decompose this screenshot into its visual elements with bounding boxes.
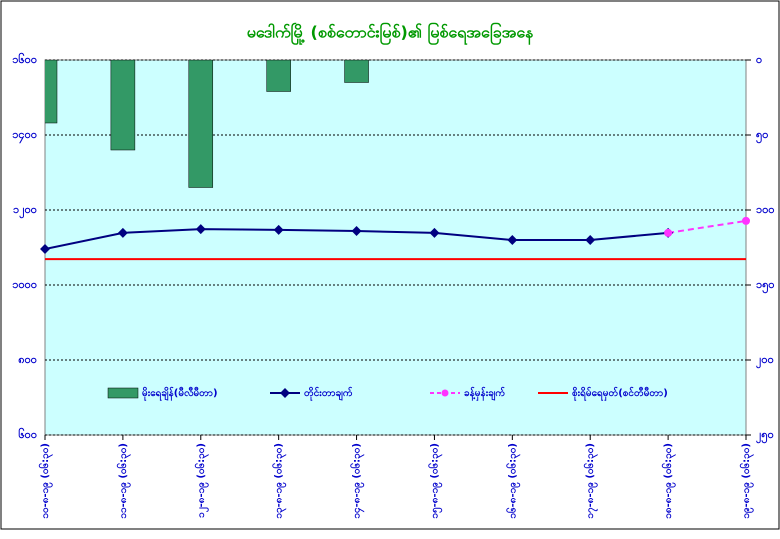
- x-tick-label: ၁၀-၈-၁၉ (၀၆:၃၀): [38, 443, 54, 519]
- marker: [429, 227, 440, 238]
- marker: [585, 235, 596, 245]
- y2-tick-label: ၀: [756, 53, 762, 66]
- y-tick-label: ၆၀၀: [18, 428, 37, 441]
- legend-label: ခန့်မှန်းချက်: [464, 386, 505, 402]
- y2-tick-label: ၂၀၀: [756, 353, 774, 369]
- legend-label: မိုးရေချိန်(မီလီမီတာ): [142, 386, 218, 402]
- x-tick-label: ၁၅-၈-၁၉ (၀၆:၃၀): [427, 443, 443, 519]
- marker: [664, 228, 673, 237]
- x-tick-label: ၁၁-၈-၁၉ (၀၆:၃၀): [116, 443, 132, 519]
- y2-tick-label: ၅၀: [756, 128, 768, 144]
- y-tick-label: ၈၀၀: [18, 353, 37, 366]
- plot-area: [44, 59, 747, 436]
- marker: [273, 224, 284, 235]
- bar: [344, 60, 369, 83]
- marker: [742, 216, 750, 225]
- marker: [195, 224, 206, 235]
- y-tick-label: ၁၀၀၀: [12, 278, 37, 291]
- bar: [45, 60, 58, 124]
- y-tick-label: ၁၂၀၀: [13, 203, 37, 219]
- x-tick-label: ၁၂-၈-၁၉ (၀၆:၃၀): [194, 443, 210, 518]
- x-tick-label: ၁၄-၈-၁၉ (၀၆:၃၀): [350, 443, 366, 519]
- marker: [351, 226, 362, 236]
- legend-marker: [441, 389, 449, 397]
- x-tick-label: ၁၉-၈-၁၉ (၀၆:၃၀): [739, 443, 755, 519]
- x-tick-label: ၁၃-၈-၁၉ (၀၆:၃၀): [272, 443, 288, 519]
- y-tick-label: ၁၄၀၀: [12, 128, 37, 144]
- x-tick-label: ၁၆-၈-၁၉ (၀၆:၃၀): [505, 443, 521, 519]
- bar: [188, 60, 214, 188]
- legend-marker: [280, 388, 290, 398]
- line: [667, 219, 746, 234]
- y-tick-label: ၁၆၀၀: [12, 53, 37, 66]
- y2-tick-label: ၁၅၀: [756, 278, 775, 294]
- legend-label: စိုးရိမ်ရေမှတ်(စင်တီမီတာ): [572, 386, 668, 402]
- marker: [117, 227, 128, 238]
- marker: [40, 244, 50, 254]
- legend-swatch: [107, 387, 139, 399]
- x-tick-label: ၁၇-၈-၁၉ (၀၆:၃၀): [583, 443, 599, 519]
- bar: [266, 60, 291, 92]
- legend-label: တိုင်းတာချက်: [304, 386, 353, 402]
- bar: [110, 60, 136, 151]
- y2-tick-label: ၁၀၀: [756, 203, 775, 216]
- y2-tick-label: ၂၅၀: [756, 428, 774, 444]
- x-tick-label: ၁၈-၈-၁၉ (၀၆:၃၀): [661, 443, 677, 519]
